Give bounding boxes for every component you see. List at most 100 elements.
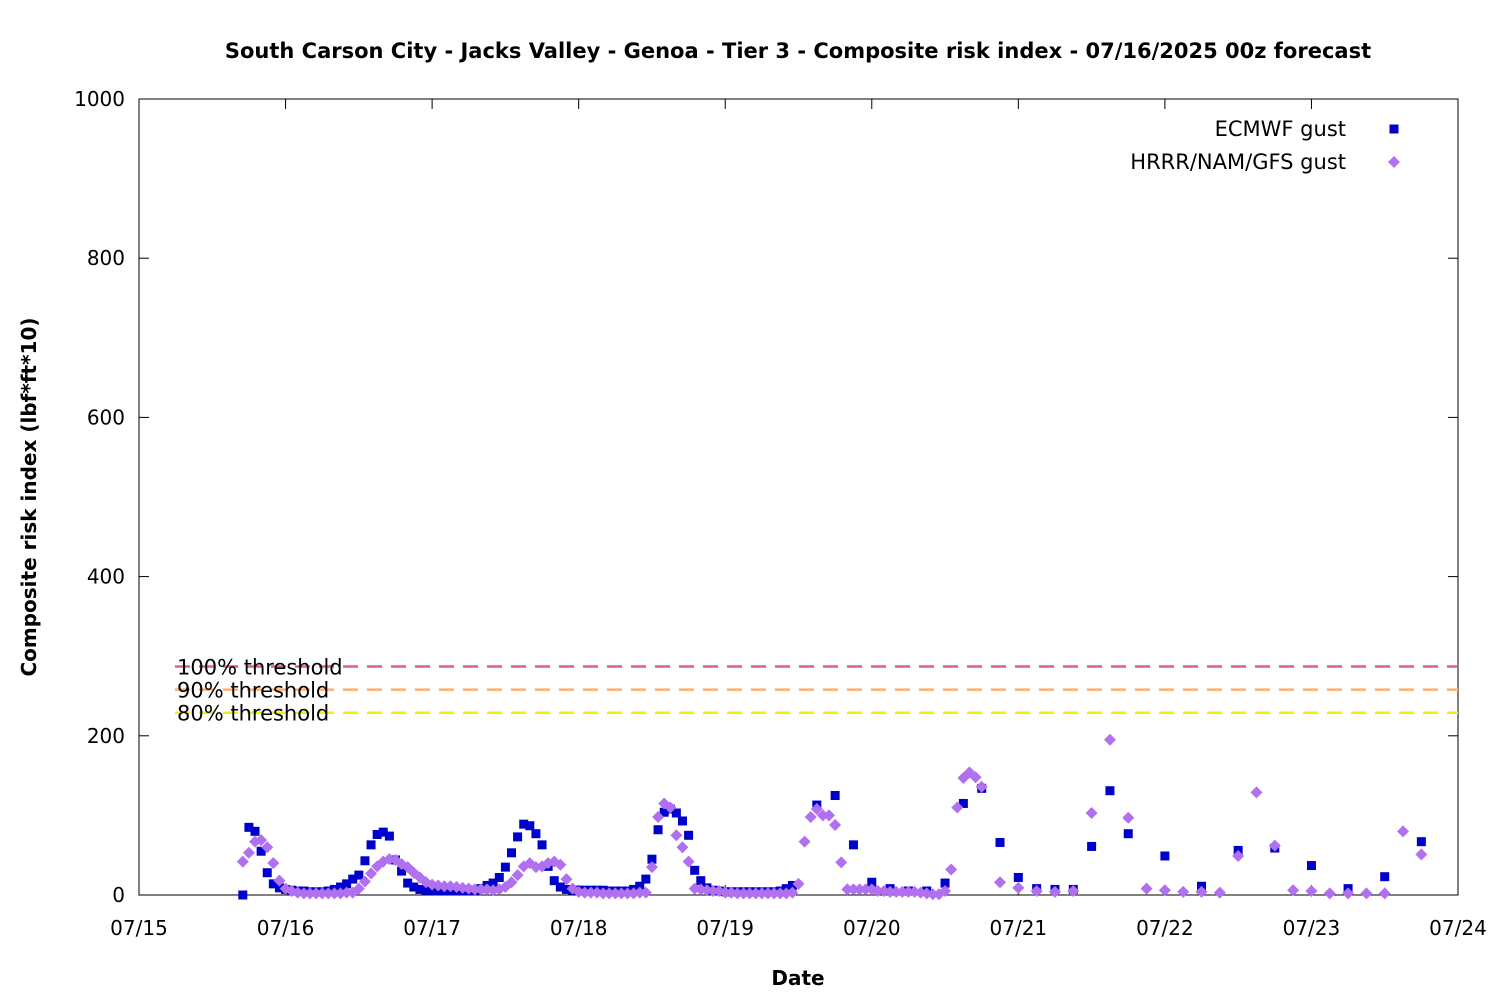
data-point [236, 855, 249, 868]
data-point [244, 822, 254, 832]
data-point [494, 872, 504, 882]
data-point [261, 841, 274, 854]
data-point [810, 803, 823, 816]
threshold-label: 100% threshold [177, 656, 343, 680]
data-point [348, 874, 358, 884]
data-point [403, 878, 413, 888]
threshold-label: 90% threshold [177, 679, 329, 703]
x-axis-label: Date [771, 966, 824, 990]
data-point [867, 877, 877, 887]
threshold-label: 80% threshold [177, 702, 329, 726]
data-point [945, 863, 958, 876]
legend-label: HRRR/NAM/GFS gust [1130, 150, 1346, 174]
data-point [267, 857, 280, 870]
data-point [1177, 885, 1190, 898]
data-point [958, 798, 968, 808]
data-point [421, 885, 431, 895]
y-tick-label: 400 [87, 565, 125, 589]
data-point [848, 840, 858, 850]
data-point [238, 890, 248, 900]
data-point [560, 873, 573, 886]
data-point [1030, 885, 1043, 898]
data-point [682, 855, 695, 868]
data-point [1195, 885, 1208, 898]
data-point [1380, 872, 1390, 882]
data-point [755, 887, 768, 900]
data-point [890, 885, 903, 898]
x-tick-label: 07/19 [696, 916, 754, 940]
data-point [896, 885, 909, 898]
data-point [743, 887, 756, 900]
data-point [1160, 851, 1170, 861]
data-point [513, 832, 523, 842]
data-point [1105, 786, 1115, 796]
data-point [358, 875, 371, 888]
data-point [597, 887, 610, 900]
data-point [352, 882, 365, 895]
data-point [1305, 885, 1318, 898]
x-tick-label: 07/15 [110, 916, 168, 940]
data-point [1048, 885, 1061, 898]
data-point [415, 884, 425, 894]
data-point [902, 885, 915, 898]
x-tick-label: 07/17 [403, 916, 461, 940]
data-point [310, 887, 323, 900]
data-point [561, 884, 571, 894]
data-point [792, 877, 805, 890]
data-point [871, 885, 884, 898]
data-point [506, 848, 516, 858]
data-point [761, 887, 774, 900]
data-point [360, 856, 370, 866]
y-tick-label: 200 [87, 724, 125, 748]
data-point [488, 878, 498, 888]
data-point [531, 829, 541, 839]
data-point [328, 887, 341, 900]
data-point [303, 887, 316, 900]
data-point [749, 887, 762, 900]
data-point [1140, 882, 1153, 895]
data-point [939, 885, 952, 898]
data-point [1122, 811, 1135, 824]
legend-label: ECMWF gust [1215, 117, 1346, 141]
data-point [500, 862, 510, 872]
data-point [940, 878, 950, 888]
chart-title: South Carson City - Jacks Valley - Genoa… [225, 39, 1371, 63]
data-point [1013, 872, 1023, 882]
x-tick-label: 07/20 [843, 916, 901, 940]
data-point [409, 882, 419, 892]
series-ecmwf [238, 783, 1426, 900]
data-point [1012, 881, 1025, 894]
data-point [555, 882, 565, 892]
x-axis: 07/15 07/16 07/17 07/18 07/19 07/20 07/21 07/22… [110, 99, 1487, 940]
data-point [1087, 841, 1097, 851]
data-point [798, 835, 811, 848]
legend: ECMWF gust HRRR/NAM/GFS gust [1130, 117, 1400, 174]
data-point [1232, 849, 1245, 862]
data-point [1397, 825, 1410, 838]
data-point [684, 830, 694, 840]
data-point [505, 876, 518, 889]
data-point [438, 880, 451, 893]
data-point [1415, 848, 1428, 861]
plot-area-frame [138, 98, 1459, 896]
data-point [474, 883, 487, 896]
data-point [664, 801, 677, 814]
data-point [255, 834, 268, 847]
data-point [653, 825, 663, 835]
data-point [829, 818, 842, 831]
data-point [242, 846, 255, 859]
data-point [578, 886, 591, 899]
data-point [787, 880, 797, 890]
data-point [859, 883, 872, 896]
data-point [696, 876, 706, 886]
data-point [1378, 887, 1391, 900]
x-tick-label: 07/21 [990, 916, 1048, 940]
data-point [670, 829, 683, 842]
data-point [511, 869, 524, 882]
data-point [635, 881, 645, 891]
data-point [316, 887, 329, 900]
data-point [340, 886, 353, 899]
data-point [830, 791, 840, 800]
data-point [853, 883, 866, 896]
